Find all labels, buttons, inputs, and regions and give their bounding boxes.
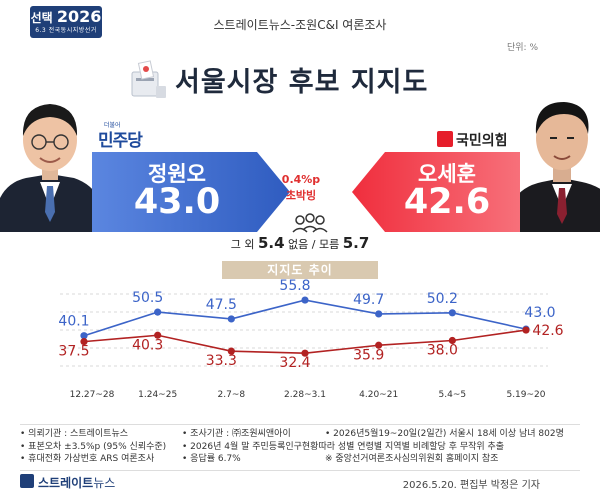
data-label: 40.1 [58,314,89,330]
data-label: 50.2 [427,291,458,307]
data-label: 40.3 [132,337,163,353]
footer-divider [20,424,580,425]
x-tick-label: 5.19~20 [506,390,545,400]
right-party-logo-mark [437,131,453,147]
x-tick-label: 4.20~21 [359,390,398,400]
trend-label: 지지도 추이 [222,261,378,279]
methodology-line: ※ 중앙선거여론조사심의위원회 홈페이지 참조 [325,454,499,464]
gap-percentage: 0.4%p [281,173,321,186]
candidate-right-photo [512,102,600,232]
data-label: 32.4 [279,355,310,371]
trend-line-chart: 40.1 50.5 47.5 55.8 49.7 50.2 43.0 37.5 40.3 33.3… [58,278,563,400]
x-tick-label: 1.24~25 [138,390,177,400]
unit-label: 단위: % [506,43,538,53]
right-candidate-value: 42.6 [403,182,491,222]
data-point [522,326,530,334]
data-point [301,296,309,304]
methodology-line: • 2026년5월19~20일(2일간) 서울시 18세 이상 남녀 802명 [325,429,564,439]
methodology-line: • 조사기관 : ㈜조원씨앤아이 [182,429,291,439]
data-label: 55.8 [279,278,310,294]
survey-methodology: • 의뢰기관 : 스트레이트뉴스 • 표본오차 ±3.5%p (95% 신뢰수준… [20,426,580,472]
election-logo-badge: 선택 2026 6.3 전국동시지방선거 [30,6,102,38]
methodology-line: • 의뢰기관 : 스트레이트뉴스 [20,429,129,439]
left-party-name: 민주당 [98,131,143,151]
left-candidate-name: 정원오 [148,162,206,186]
publisher-name-sub: 뉴스 [93,476,116,490]
publisher-logo-icon [20,474,34,488]
methodology-column-3: • 2026년5월19~20일(2일간) 서울시 18세 이상 남녀 802명 … [325,428,564,466]
right-candidate-banner [352,152,520,232]
gap-description: 초박빙 [285,189,317,202]
data-point [301,349,309,357]
page-title: 서울시장 후보 지지도 [175,67,429,98]
data-point [80,332,88,340]
data-point [227,347,235,355]
methodology-line [325,441,564,454]
x-tick-label: 2.7~8 [218,390,246,400]
data-label: 37.5 [58,344,89,360]
x-tick-label: 12.27~28 [70,390,115,400]
data-label: 47.5 [206,297,237,313]
undecided-label: 없음 / 모름 [288,238,340,251]
footer-bottom-divider [20,470,580,471]
candidate-left-photo [0,104,100,232]
left-candidate-banner [92,152,290,232]
data-label: 38.0 [427,342,458,358]
data-point [375,310,383,318]
left-candidate-value: 43.0 [133,182,221,222]
data-label: 43.0 [524,305,555,321]
ballot-box-icon [131,60,166,98]
badge-label: 선택 [30,11,53,25]
right-candidate-name: 오세훈 [418,162,476,186]
left-party-prefix: 더불어 [104,122,121,129]
x-tick-label: 2.28~3.1 [284,390,326,400]
x-tick-label: 5.4~5 [439,390,467,400]
publisher-name: 스트레이트 [38,476,94,490]
methodology-line: • 표본오차 ±3.5%p (95% 신뢰수준) [20,441,167,452]
data-point [154,308,162,316]
data-point [448,309,456,317]
data-point [448,336,456,345]
data-point [154,331,162,339]
methodology-line: • 휴대전화 가상번호 ARS 여론조사 [20,454,155,464]
data-point [227,315,235,323]
survey-source: 스트레이트뉴스-조원C&I 여론조사 [213,18,387,32]
data-label: 33.3 [206,353,237,369]
others-value: 5.4 [257,234,285,252]
others-label: 그 외 [230,238,255,251]
methodology-column-2: • 조사기관 : ㈜조원씨앤아이 • 2026년 4월 말 주민등록인구현황따라… [182,428,504,466]
others-summary: 그 외 5.4 없음 / 모름 5.7 [0,234,600,252]
right-party-name: 국민의힘 [456,133,508,149]
methodology-column-1: • 의뢰기관 : 스트레이트뉴스 • 표본오차 ±3.5%p (95% 신뢰수준… [20,428,166,466]
data-point [80,338,88,346]
data-label: 35.9 [353,347,384,363]
data-label: 49.7 [353,292,384,308]
data-label: 50.5 [132,290,163,306]
badge-year: 2026 [56,7,102,26]
methodology-line: • 2026년 4월 말 주민등록인구현황따라 성별 연령별 지역별 비례할당 … [182,441,505,452]
methodology-line: • 응답률 6.7% [182,454,241,464]
data-point [375,341,383,349]
badge-subtitle: 6.3 전국동시지방선거 [35,27,97,34]
people-icon [292,213,328,233]
undecided-value: 5.7 [342,234,370,252]
publish-credit: 2026.5.20. 편집부 박정은 기자 [402,480,540,491]
data-label: 42.6 [532,323,563,339]
